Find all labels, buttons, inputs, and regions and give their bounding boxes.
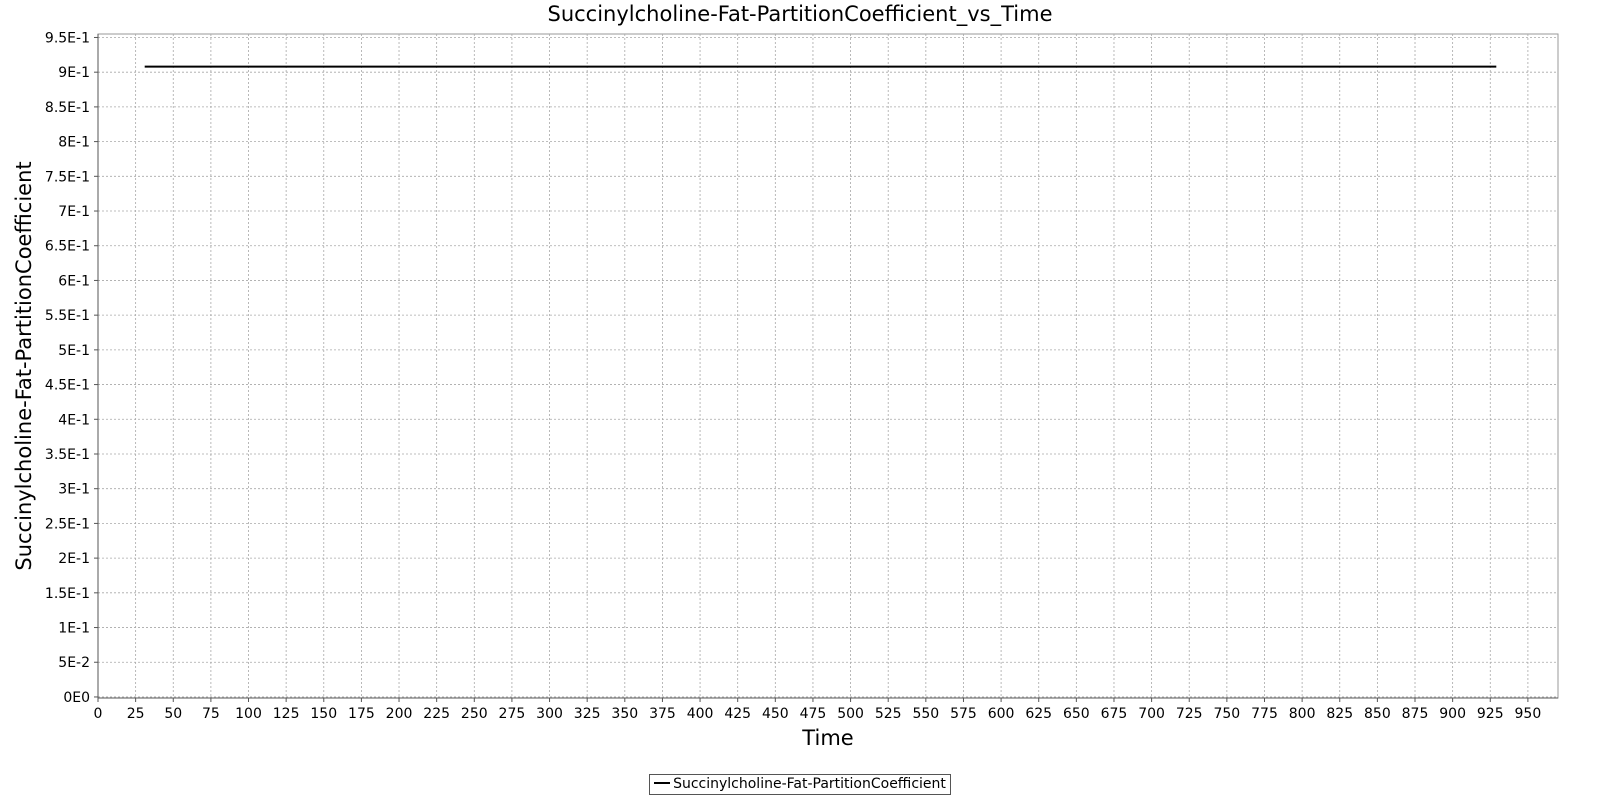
x-tick-label: 125 (273, 706, 300, 722)
y-tick-label: 3E-1 (58, 482, 90, 498)
x-tick-label: 725 (1176, 706, 1203, 722)
x-tick-label: 950 (1515, 706, 1542, 722)
y-axis-label: Succinylcholine-Fat-PartitionCoefficient (12, 161, 36, 570)
chart-title: Succinylcholine-Fat-PartitionCoefficient… (547, 2, 1053, 26)
x-tick-label: 25 (127, 706, 145, 722)
y-tick-label: 8E-1 (58, 135, 90, 151)
y-tick-label: 6E-1 (58, 273, 90, 289)
x-tick-label: 525 (875, 706, 902, 722)
x-tick-label: 50 (164, 706, 182, 722)
x-tick-label: 400 (687, 706, 714, 722)
x-tick-label: 425 (724, 706, 751, 722)
x-tick-label: 375 (649, 706, 676, 722)
x-tick-label: 925 (1477, 706, 1504, 722)
x-tick-label: 625 (1025, 706, 1052, 722)
x-tick-label: 350 (611, 706, 638, 722)
y-tick-label: 8.5E-1 (45, 100, 90, 116)
x-tick-label: 150 (310, 706, 337, 722)
x-tick-label: 675 (1101, 706, 1128, 722)
x-tick-label: 475 (800, 706, 827, 722)
y-tick-label: 1E-1 (58, 621, 90, 637)
x-tick-label: 100 (235, 706, 262, 722)
y-tick-label: 7E-1 (58, 204, 90, 220)
x-tick-label: 175 (348, 706, 375, 722)
x-tick-label: 900 (1439, 706, 1466, 722)
y-tick-label: 9E-1 (58, 65, 90, 81)
y-tick-label: 4.5E-1 (45, 378, 90, 394)
x-tick-label: 75 (202, 706, 220, 722)
x-tick-label: 650 (1063, 706, 1090, 722)
x-tick-label: 575 (950, 706, 977, 722)
x-axis-label: Time (801, 726, 853, 750)
x-tick-label: 875 (1402, 706, 1429, 722)
legend-label: Succinylcholine-Fat-PartitionCoefficient (673, 776, 946, 792)
legend-line-swatch (654, 782, 671, 784)
x-tick-label: 800 (1289, 706, 1316, 722)
grid-lines (97, 34, 1558, 698)
axes (94, 34, 1558, 702)
legend: Succinylcholine-Fat-PartitionCoefficient (0, 773, 1600, 795)
x-tick-label: 250 (461, 706, 488, 722)
y-tick-label: 0E0 (63, 690, 90, 706)
x-tick-label: 550 (912, 706, 939, 722)
x-tick-label: 500 (837, 706, 864, 722)
x-tick-label: 0 (94, 706, 103, 722)
x-tick-label: 225 (423, 706, 450, 722)
x-tick-label: 850 (1364, 706, 1391, 722)
y-tick-label: 2E-1 (58, 551, 90, 567)
tick-labels: 0 25 50 75 100 125 150 175 200 225 250 275 300 325 350… (45, 30, 1541, 722)
y-tick-label: 3.5E-1 (45, 447, 90, 463)
x-tick-label: 450 (762, 706, 789, 722)
y-tick-label: 4E-1 (58, 412, 90, 428)
y-tick-label: 5E-2 (58, 655, 90, 671)
plot-area (97, 33, 1559, 699)
x-tick-label: 200 (386, 706, 413, 722)
x-tick-label: 700 (1138, 706, 1165, 722)
x-tick-label: 750 (1213, 706, 1240, 722)
x-tick-label: 325 (574, 706, 601, 722)
y-tick-label: 2.5E-1 (45, 516, 90, 532)
y-tick-label: 5E-1 (58, 343, 90, 359)
y-tick-label: 7.5E-1 (45, 169, 90, 185)
x-tick-label: 275 (499, 706, 526, 722)
legend-box: Succinylcholine-Fat-PartitionCoefficient (649, 774, 951, 795)
y-tick-label: 1.5E-1 (45, 586, 90, 602)
x-tick-label: 775 (1251, 706, 1278, 722)
x-tick-label: 825 (1326, 706, 1353, 722)
y-tick-label: 5.5E-1 (45, 308, 90, 324)
y-tick-label: 9.5E-1 (45, 30, 90, 46)
x-tick-label: 600 (988, 706, 1015, 722)
x-tick-label: 300 (536, 706, 563, 722)
y-tick-label: 6.5E-1 (45, 239, 90, 255)
